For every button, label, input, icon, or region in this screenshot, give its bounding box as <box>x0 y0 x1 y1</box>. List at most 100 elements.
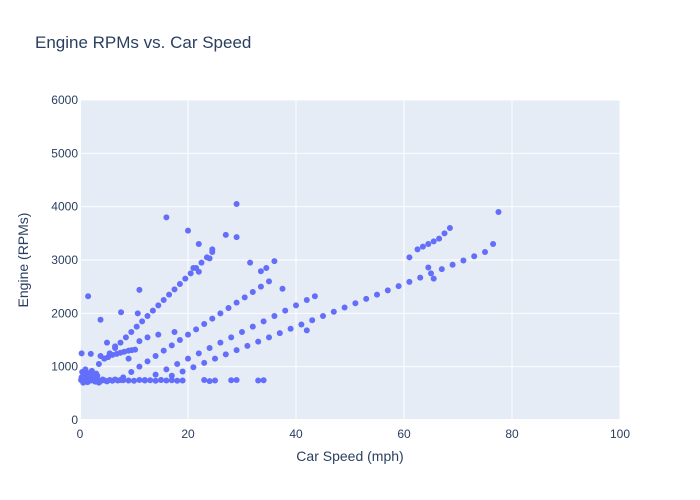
data-point <box>414 246 421 253</box>
data-point <box>95 379 102 386</box>
data-point <box>260 377 267 384</box>
data-point <box>406 254 413 261</box>
data-point <box>233 234 240 241</box>
data-point <box>244 342 251 349</box>
data-point <box>309 317 316 324</box>
data-point <box>97 316 104 323</box>
data-point <box>260 318 267 325</box>
data-point <box>206 345 213 351</box>
data-point <box>144 313 151 319</box>
data-point <box>449 261 456 268</box>
data-point <box>141 377 148 383</box>
data-point <box>363 295 370 302</box>
y-tick-label: 6000 <box>51 93 78 107</box>
data-point <box>212 377 218 384</box>
x-tick-labels: 0 20 40 60 80 100 <box>77 427 631 441</box>
data-point <box>163 377 170 384</box>
data-point <box>201 359 208 366</box>
data-point <box>93 370 100 377</box>
data-point <box>176 281 183 287</box>
y-tick-label: 2000 <box>51 306 78 320</box>
data-point <box>136 377 143 383</box>
data-point <box>293 302 299 309</box>
data-point <box>233 201 240 207</box>
y-axis-title: Engine (RPMs) <box>15 213 31 308</box>
data-point <box>152 377 159 384</box>
data-point <box>195 350 202 357</box>
data-point <box>136 363 143 370</box>
data-point <box>206 378 213 385</box>
data-point <box>155 302 162 309</box>
data-point <box>78 350 85 357</box>
data-point <box>128 329 135 335</box>
data-point <box>132 346 139 353</box>
data-point <box>190 265 197 271</box>
data-point <box>136 338 143 345</box>
data-point <box>95 361 102 367</box>
data-point <box>147 377 154 384</box>
data-point <box>217 339 224 346</box>
data-point <box>193 326 200 333</box>
data-point <box>228 377 235 384</box>
data-point <box>495 209 502 215</box>
data-point <box>255 338 262 345</box>
data-point <box>303 327 310 334</box>
data-point <box>247 259 254 266</box>
data-point <box>201 321 208 327</box>
data-point <box>276 330 283 337</box>
data-point <box>160 297 167 303</box>
data-point <box>201 377 208 383</box>
y-tick-labels: 0 1000 2000 3000 4000 5000 6000 <box>51 93 78 427</box>
data-point <box>134 310 141 317</box>
data-point <box>160 347 167 354</box>
data-point <box>303 297 310 303</box>
data-point <box>395 283 402 290</box>
data-point <box>287 325 294 332</box>
data-point <box>198 259 205 266</box>
data-point <box>187 270 194 277</box>
data-point <box>222 231 229 238</box>
data-point <box>185 331 191 338</box>
data-point <box>471 253 478 260</box>
data-point <box>239 329 245 335</box>
data-point <box>417 274 424 281</box>
data-point <box>81 371 88 378</box>
data-point <box>441 230 448 237</box>
data-point <box>271 313 278 319</box>
data-point <box>185 355 191 362</box>
x-tick-label: 80 <box>505 427 519 441</box>
data-point <box>117 339 124 346</box>
data-point <box>163 214 170 221</box>
data-point <box>279 285 286 292</box>
data-point <box>168 372 175 379</box>
data-point <box>209 315 216 322</box>
data-point <box>255 377 262 384</box>
data-point <box>425 241 432 247</box>
chart-title: Engine RPMs vs. Car Speed <box>35 33 252 52</box>
data-point <box>136 286 143 293</box>
data-point <box>85 293 92 300</box>
data-point <box>430 275 437 282</box>
data-point <box>233 347 240 354</box>
data-point <box>374 291 380 298</box>
grid <box>79 99 621 421</box>
data-point <box>266 334 272 341</box>
data-point <box>190 364 197 371</box>
x-tick-label: 60 <box>397 427 411 441</box>
data-point <box>249 289 256 295</box>
data-point <box>144 358 151 365</box>
y-tick-label: 1000 <box>51 360 78 374</box>
data-point <box>320 313 326 319</box>
data-point <box>206 255 213 262</box>
data-point <box>249 323 256 330</box>
data-point <box>112 343 119 350</box>
y-tick-label: 3000 <box>51 253 78 267</box>
data-point <box>176 337 183 343</box>
data-point <box>125 355 132 362</box>
data-point <box>168 377 175 384</box>
data-point <box>122 334 129 341</box>
data-point <box>104 339 110 346</box>
data-point <box>311 293 318 300</box>
data-point <box>438 266 445 273</box>
